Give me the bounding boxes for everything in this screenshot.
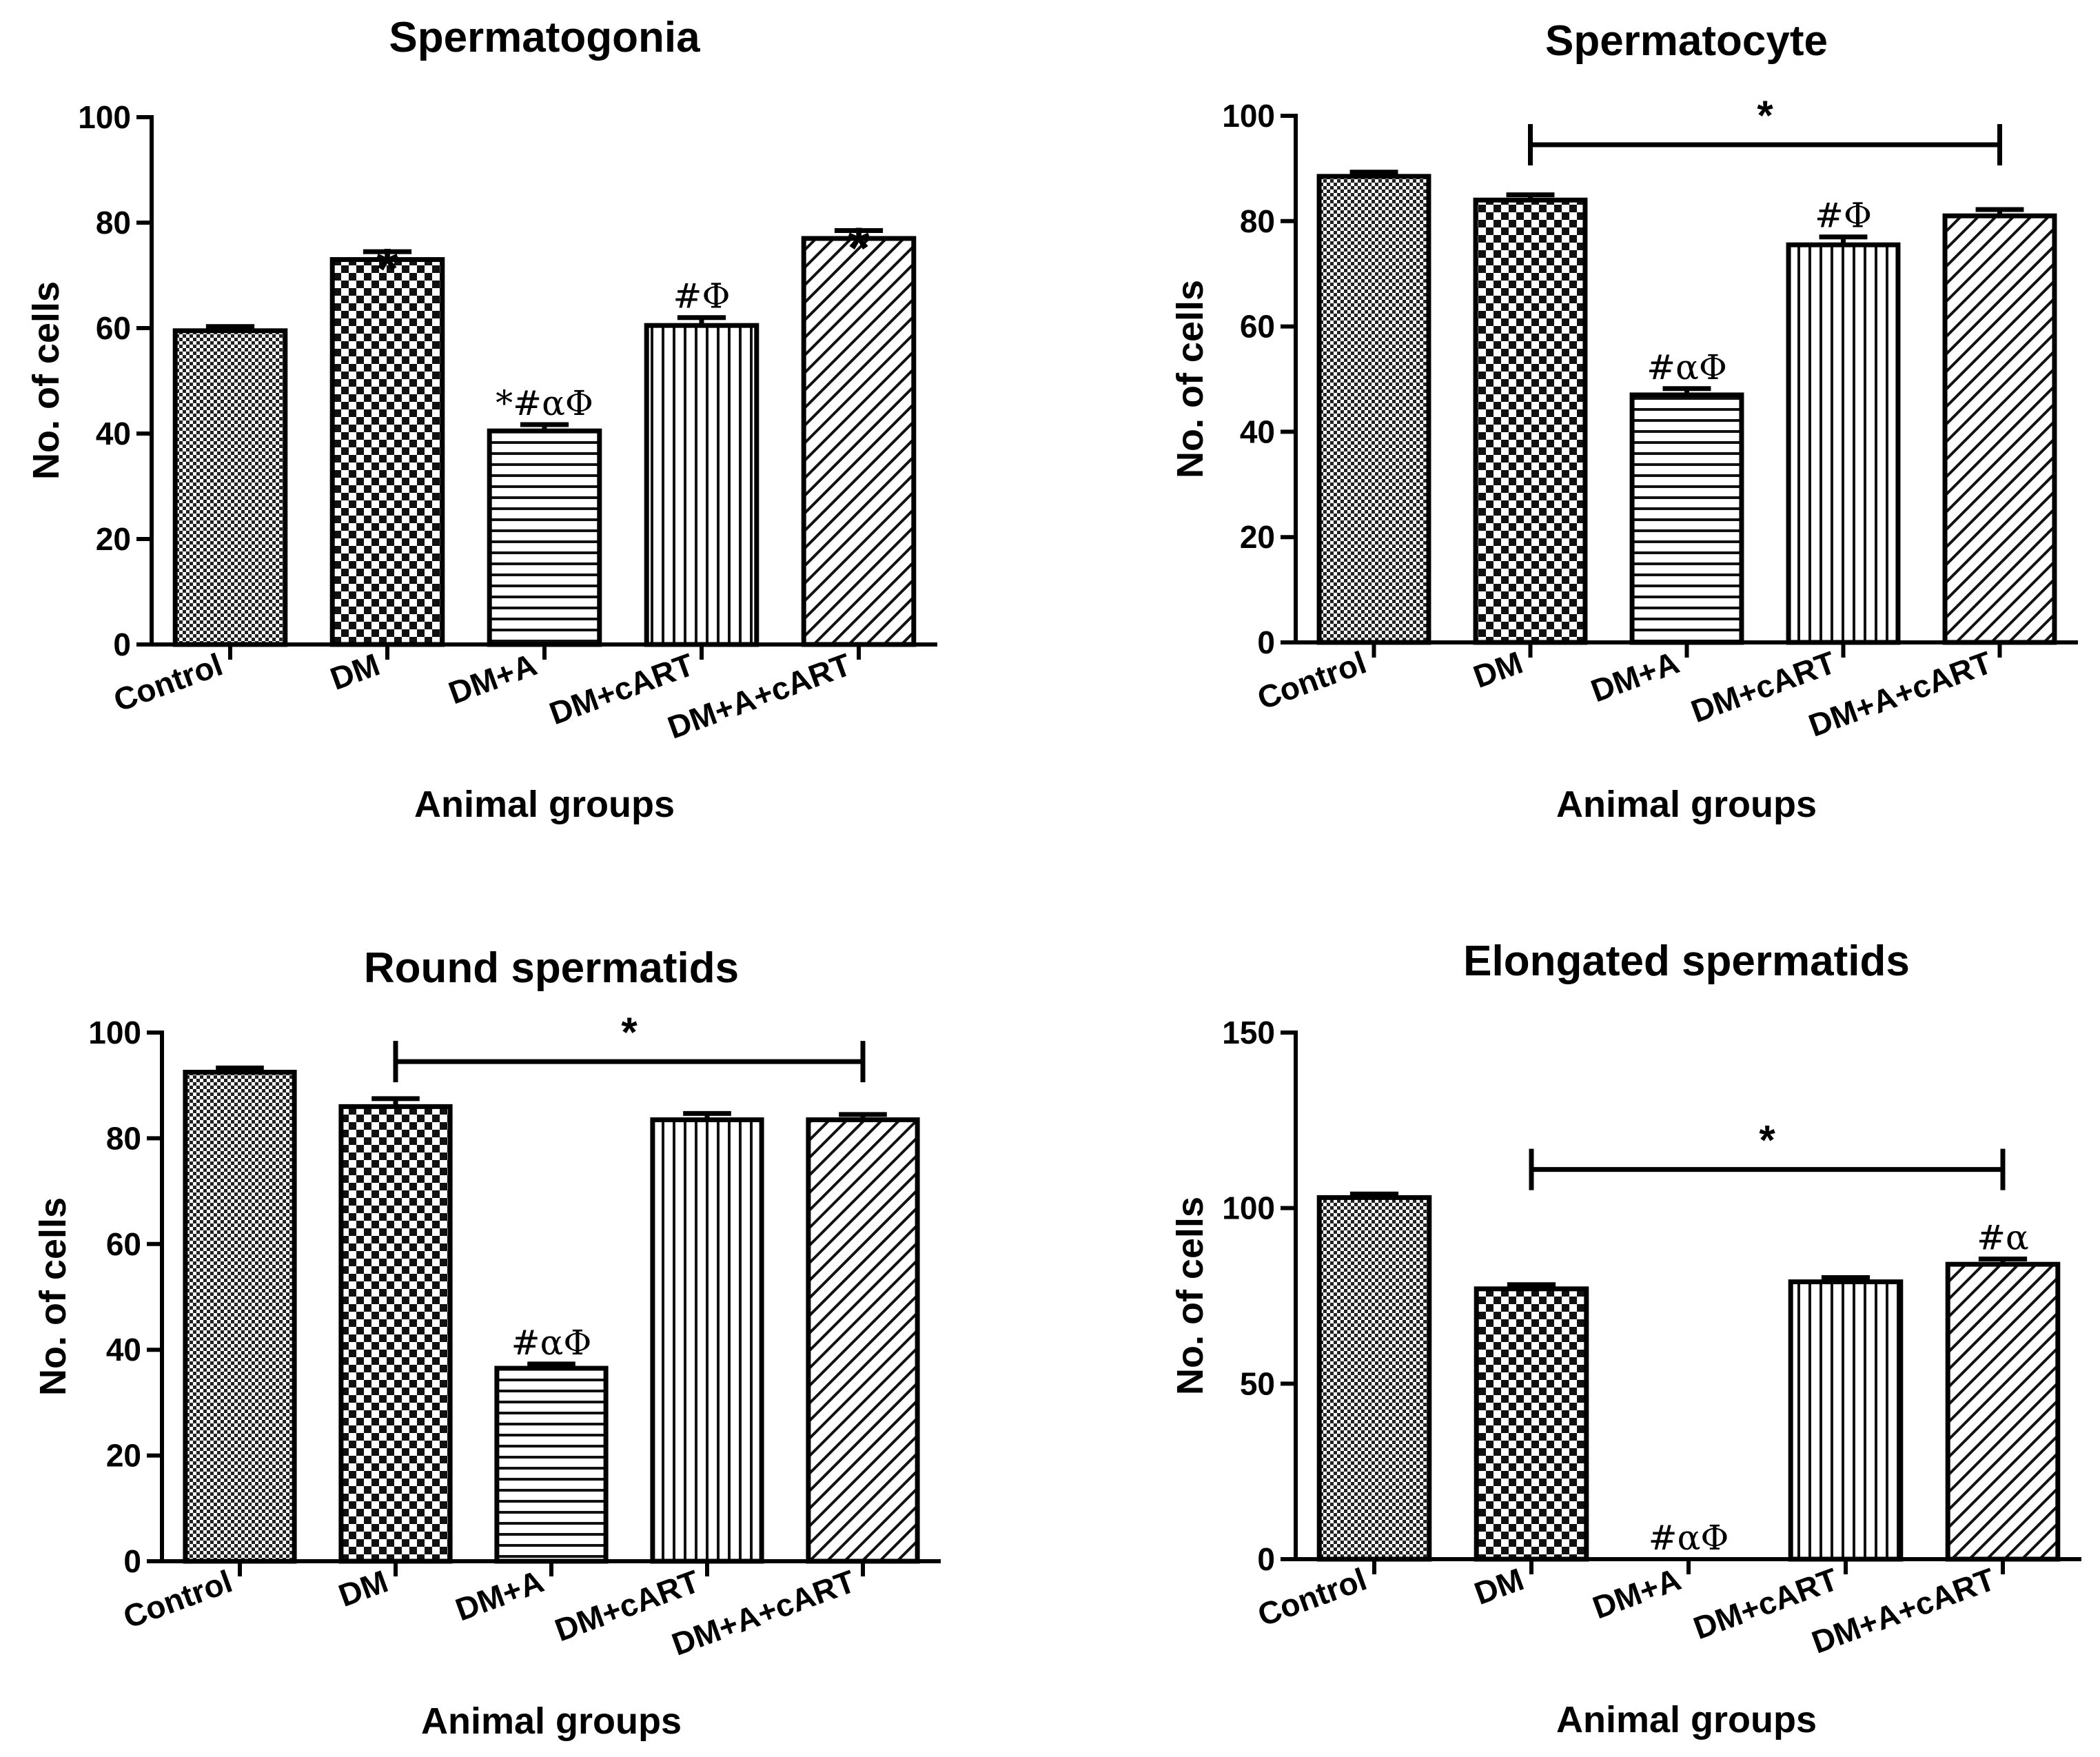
bar xyxy=(329,257,445,647)
bar xyxy=(172,328,288,647)
bar-annotation: #αΦ xyxy=(1649,1518,1729,1558)
chart-title: Spermatocyte xyxy=(1545,17,1828,65)
x-axis-label: Animal groups xyxy=(421,1700,682,1742)
bar-annotation: #αΦ xyxy=(1647,347,1727,387)
x-tick-label: DM+A xyxy=(1586,644,1683,709)
y-axis-label: No. of cells xyxy=(1170,280,1211,478)
bar xyxy=(1786,242,1901,645)
bar-annotation: *#αΦ xyxy=(496,383,593,423)
bar xyxy=(338,1104,453,1564)
x-axis-label: Animal groups xyxy=(1556,784,1817,825)
bar-annotation: #Φ xyxy=(1815,196,1872,236)
bar xyxy=(1629,392,1744,645)
bar xyxy=(644,323,760,647)
y-tick-label: 100 xyxy=(1222,98,1275,134)
y-tick-label: 80 xyxy=(96,205,131,241)
y-tick-label: 20 xyxy=(106,1438,141,1474)
bar xyxy=(1788,1279,1904,1562)
bar xyxy=(1473,197,1588,645)
y-tick-label: 60 xyxy=(1240,309,1275,345)
y-tick-label: 20 xyxy=(96,521,131,557)
x-tick-label: DM xyxy=(334,1563,392,1614)
y-axis-label: No. of cells xyxy=(26,281,67,480)
x-tick-label: DM xyxy=(1469,644,1527,695)
chart-panels: Spermatogonia**#αΦ#Φ*020406080100Control… xyxy=(26,14,2081,1742)
y-tick-label: 100 xyxy=(1222,1190,1275,1226)
y-tick-label: 60 xyxy=(106,1226,141,1262)
chart-panel: Spermatogonia**#αΦ#Φ*020406080100Control… xyxy=(26,14,937,825)
x-tick-label: DM xyxy=(325,647,384,697)
y-tick-label: 0 xyxy=(113,627,131,662)
y-tick-label: 40 xyxy=(96,416,131,451)
y-tick-label: 0 xyxy=(123,1543,141,1579)
bar xyxy=(1942,213,2057,645)
bar xyxy=(1474,1286,1589,1562)
chart-title: Elongated spermatids xyxy=(1463,937,1910,985)
bar xyxy=(1945,1261,2061,1562)
chart-title: Spermatogonia xyxy=(389,14,700,61)
y-tick-label: 0 xyxy=(1257,624,1275,660)
y-tick-label: 50 xyxy=(1240,1365,1275,1401)
bar-annotation: * xyxy=(848,215,870,280)
y-axis-label: No. of cells xyxy=(32,1197,74,1396)
bar xyxy=(183,1070,297,1564)
y-tick-label: 0 xyxy=(1257,1541,1275,1577)
bar xyxy=(801,236,917,647)
x-axis-label: Animal groups xyxy=(1556,1699,1817,1740)
x-tick-label: DM+A+cART xyxy=(1807,1561,2000,1660)
bar xyxy=(806,1117,920,1564)
bar-annotation: #α xyxy=(1977,1218,2029,1258)
y-tick-label: 80 xyxy=(106,1120,141,1156)
bar-annotation: * xyxy=(376,236,399,301)
x-tick-label: DM+A xyxy=(1588,1561,1685,1626)
bar xyxy=(494,1365,609,1564)
x-axis-label: Animal groups xyxy=(414,784,675,825)
bar xyxy=(1316,1195,1432,1562)
x-tick-label: DM+A xyxy=(444,647,541,711)
y-tick-label: 60 xyxy=(96,310,131,346)
x-tick-label: DM xyxy=(1469,1561,1528,1612)
x-tick-label: DM+A+cART xyxy=(663,647,856,746)
bar xyxy=(487,428,602,647)
bracket-label: * xyxy=(621,1009,638,1055)
chart-title: Round spermatids xyxy=(364,944,739,992)
y-tick-label: 20 xyxy=(1240,519,1275,555)
y-tick-label: 100 xyxy=(78,99,131,135)
y-tick-label: 40 xyxy=(106,1332,141,1368)
y-tick-label: 40 xyxy=(1240,414,1275,449)
y-axis-label: No. of cells xyxy=(1170,1197,1211,1395)
chart-panel: Elongated spermatids#αΦ#α*050100150Contr… xyxy=(1170,937,2081,1740)
bar-annotation: #Φ xyxy=(673,276,731,316)
bar xyxy=(650,1117,764,1564)
y-tick-label: 150 xyxy=(1222,1015,1275,1050)
bracket-label: * xyxy=(1759,1117,1775,1164)
y-tick-label: 80 xyxy=(1240,203,1275,239)
bar-annotation: #αΦ xyxy=(511,1323,592,1363)
x-tick-label: DM+A xyxy=(451,1563,548,1628)
bracket-label: * xyxy=(1757,92,1773,139)
bar xyxy=(1316,174,1431,645)
y-tick-label: 100 xyxy=(88,1015,141,1050)
